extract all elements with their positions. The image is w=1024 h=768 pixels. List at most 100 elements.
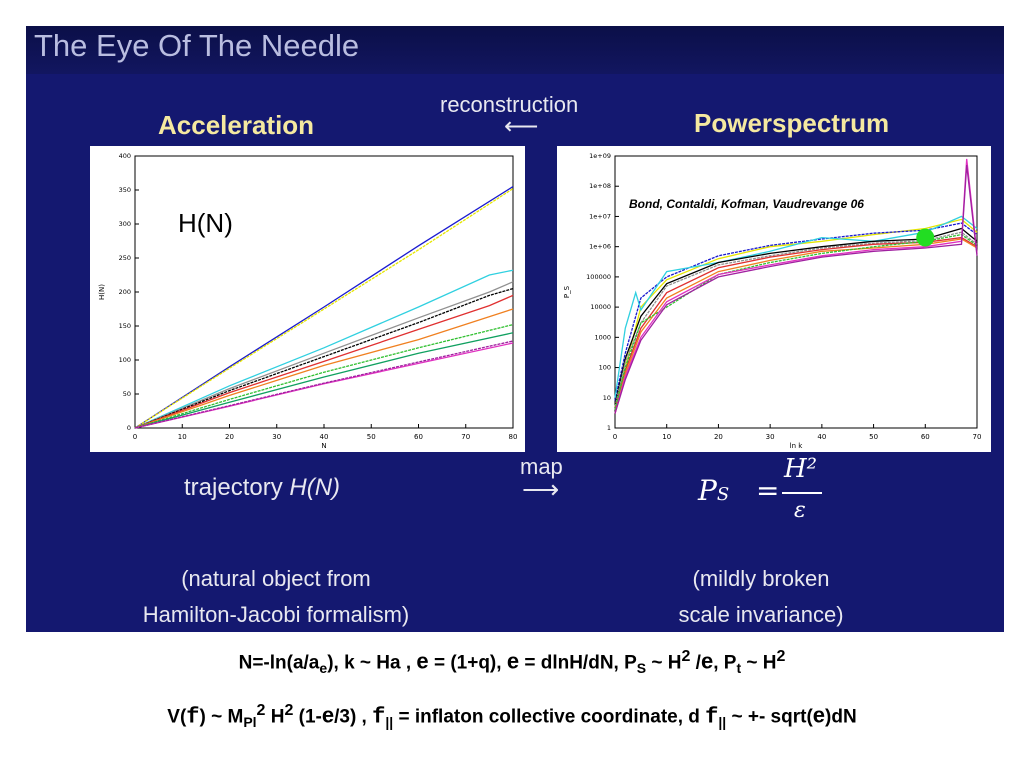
x-tick-label: 50 xyxy=(367,433,376,441)
f2-sp1: 2 xyxy=(256,702,266,719)
f1-g3: e xyxy=(700,648,714,674)
x-tick-label: 20 xyxy=(225,433,234,441)
f2-p1: V( xyxy=(167,706,187,728)
left-note-line2: Hamilton-Jacobi formalism) xyxy=(142,602,410,627)
y-tick-label: 150 xyxy=(119,322,131,330)
ps-denominator: ε xyxy=(794,498,806,523)
x-tick-label: 30 xyxy=(766,433,775,441)
series-line xyxy=(614,233,978,410)
y-tick-label: 10000 xyxy=(590,303,611,311)
f2-s2: || xyxy=(385,714,394,731)
y-tick-label: 100000 xyxy=(586,273,611,281)
ps-numerator: H² xyxy=(784,454,818,484)
f1-p1: N=-ln(a/a xyxy=(238,652,320,674)
x-tick-label: 60 xyxy=(414,433,423,441)
y-tick-label: 1e+07 xyxy=(589,212,611,220)
f1-p5: ~ H xyxy=(646,652,682,674)
f2-p7: ~ +- sqrt( xyxy=(726,706,813,728)
series-line xyxy=(134,332,514,429)
f1-g1: e xyxy=(416,648,429,674)
x-tick-label: 10 xyxy=(178,433,187,441)
y-tick-label: 100 xyxy=(119,356,131,364)
f2-s3: || xyxy=(718,714,727,731)
map-label: map xyxy=(520,454,563,479)
x-tick-label: 70 xyxy=(461,433,470,441)
f1-g2: e xyxy=(506,648,520,674)
f1-sp2: 2 xyxy=(776,648,786,665)
ps-subscript: S xyxy=(716,484,730,505)
x-tick-label: 80 xyxy=(509,433,518,441)
trajectory-caption-math: H(N) xyxy=(289,474,341,501)
fraction-bar xyxy=(782,492,822,494)
series-line xyxy=(614,215,978,398)
plot-frame xyxy=(134,155,514,429)
series-line xyxy=(614,218,978,408)
series-line xyxy=(614,222,978,401)
f2-p4: (1- xyxy=(293,706,322,728)
acceleration-chart: 0 10 20 30 40 50 60 70 80 0 50 100 150 200 250 300 350 40… xyxy=(98,152,518,450)
map-arrow: ⟶ xyxy=(522,474,560,504)
f2-p5: /3) , xyxy=(334,706,373,728)
x-axis-label: ln k xyxy=(790,442,804,450)
ps-symbol: P xyxy=(698,474,717,507)
x-tick-label: 50 xyxy=(869,433,878,441)
reconstruction-arrow: ⟵ xyxy=(504,113,539,140)
f1-p2: ), k ~ Ha , xyxy=(327,652,417,674)
slide-title: The Eye Of The Needle xyxy=(34,28,360,63)
x-tick-label: 20 xyxy=(714,433,723,441)
footer-line1: N=-ln(a/ae), k ~ Ha , e = (1+q), e = dln… xyxy=(0,648,1024,676)
x-tick-label: 40 xyxy=(817,433,826,441)
y-tick-label: 1e+08 xyxy=(589,182,611,190)
acceleration-chart-panel: 0 10 20 30 40 50 60 70 80 0 50 100 150 200 250 300 350 40… xyxy=(90,146,525,452)
f2-p8: )dN xyxy=(825,706,857,728)
footer-line2: V(f) ~ MPl2 H2 (1-e/3) , f|| = inflaton … xyxy=(0,702,1024,730)
series-line xyxy=(134,269,514,429)
powerspectrum-equation: PS = H² ε xyxy=(698,454,838,534)
f1-s2: S xyxy=(636,660,647,677)
left-note-line1: (natural object from xyxy=(181,566,371,591)
series-line xyxy=(614,227,978,405)
series-line xyxy=(134,281,514,429)
y-tick-label: 200 xyxy=(119,288,131,296)
f1-s3: t xyxy=(736,660,742,677)
f2-g1: e xyxy=(321,702,335,728)
y-axis-label: H(N) xyxy=(98,284,106,300)
f2-m3: f xyxy=(705,704,719,730)
chart-annotation: H(N) xyxy=(178,208,233,238)
x-tick-label: 0 xyxy=(133,433,137,441)
f2-s1: Pl xyxy=(243,714,257,731)
f2-p3: H xyxy=(265,706,285,728)
slide: The Eye Of The Needle Acceleration Power… xyxy=(26,26,1004,632)
y-tick-label: 400 xyxy=(119,152,131,160)
series-line xyxy=(134,323,514,429)
series-line xyxy=(614,238,978,414)
powerspectrum-chart-panel: 0 10 20 30 40 50 60 70 1 10 100 1000 10000 100000 1e+0… xyxy=(557,146,991,452)
y-tick-label: 1e+09 xyxy=(589,152,611,160)
trajectory-caption-text: trajectory xyxy=(184,474,290,501)
trajectory-caption: trajectory H(N) xyxy=(184,474,340,502)
f1-p7: , P xyxy=(713,652,737,674)
x-tick-label: 10 xyxy=(662,433,671,441)
x-axis-label: N xyxy=(321,442,326,450)
f1-p6: / xyxy=(690,652,701,674)
x-tick-label: 70 xyxy=(973,433,982,441)
series-line xyxy=(134,308,514,429)
powerspectrum-heading: Powerspectrum xyxy=(694,108,890,138)
y-tick-label: 1000 xyxy=(594,333,611,341)
series-line xyxy=(134,186,514,429)
y-tick-label: 0 xyxy=(127,424,131,432)
x-tick-label: 30 xyxy=(272,433,281,441)
f2-sp2: 2 xyxy=(284,702,294,719)
x-tick-label: 60 xyxy=(921,433,930,441)
series-line xyxy=(134,287,514,429)
f1-sp1: 2 xyxy=(681,648,691,665)
acceleration-heading: Acceleration xyxy=(158,110,315,140)
series-line xyxy=(614,236,978,410)
y-tick-label: 350 xyxy=(119,186,131,194)
series-line xyxy=(134,188,514,429)
series-line xyxy=(614,165,978,414)
f2-p6: = inflaton collective coordinate, d xyxy=(393,706,706,728)
y-axis-label: P_S xyxy=(563,285,571,298)
reconstruction-label: reconstruction xyxy=(440,92,579,117)
x-tick-label: 40 xyxy=(320,433,329,441)
